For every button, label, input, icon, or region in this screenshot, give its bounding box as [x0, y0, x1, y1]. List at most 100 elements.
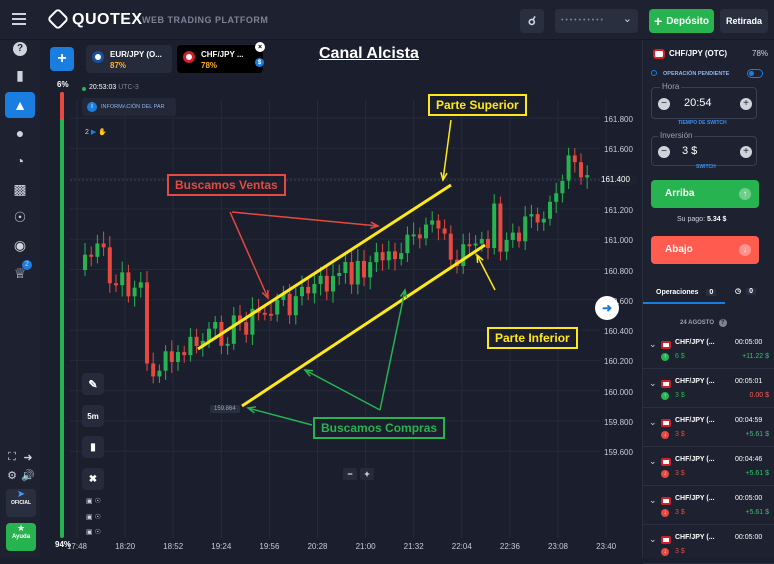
x-tick-label: 17:48: [66, 542, 88, 551]
time-input[interactable]: Hora − 20:54 +: [651, 82, 757, 119]
chevron-down-icon[interactable]: ⌄: [649, 534, 657, 544]
op-result: +5.61 $: [745, 470, 769, 477]
trophy-icon[interactable]: ♕ 2: [8, 260, 32, 284]
operation-row[interactable]: ⌄ CHF/JPY (... 00:05:00 ↑ 6 $ +11.22 $: [643, 332, 774, 369]
x-tick-label: 22:04: [451, 542, 472, 551]
logo[interactable]: QUOTEX: [72, 11, 143, 28]
layer-toggle-2[interactable]: ▣ ☉: [86, 514, 101, 521]
candlestick-chart[interactable]: [40, 40, 642, 558]
asset-tab-eurjpy[interactable]: EUR/JPY (O... 87%: [86, 45, 172, 73]
operations-count: 0: [706, 289, 717, 296]
switch-link[interactable]: SWITCH: [696, 164, 716, 170]
help-button[interactable]: ★ Ayuda: [6, 523, 36, 551]
time-minus-button[interactable]: −: [658, 98, 670, 110]
chart-area[interactable]: + EUR/JPY (O... 87% CHF/JPY ... 78% × $ …: [40, 40, 642, 558]
sound-icon[interactable]: 🔊: [21, 469, 35, 482]
scroll-right-button[interactable]: ➜: [595, 296, 619, 320]
fullscreen-icon[interactable]: ⛶: [8, 450, 16, 463]
operation-row[interactable]: ⌄ CHF/JPY (... 00:04:59 ↓ 3 $ +5.61 $: [643, 410, 774, 447]
y-tick-label: 160.200: [604, 357, 633, 367]
candle-body: [430, 220, 435, 225]
chart-type-button[interactable]: ▮: [82, 436, 104, 458]
layer-toggle-3[interactable]: ▣ ☉: [86, 529, 101, 536]
candle-body: [548, 201, 552, 219]
switch-time-link[interactable]: TIEMPO DE SWITCH: [678, 120, 727, 126]
pair-info-button[interactable]: i INFORMACIÓN DEL PAR: [82, 98, 176, 116]
candle-body: [200, 340, 205, 347]
operations-tab[interactable]: Operaciones 0: [643, 280, 725, 304]
pending-tab[interactable]: ◷ 0: [735, 287, 756, 295]
chevron-down-icon[interactable]: ⌄: [649, 417, 657, 427]
user-icon[interactable]: ●: [15, 125, 25, 141]
channel-lower-line: [241, 243, 486, 408]
leaderboard-icon[interactable]: ▩: [13, 180, 27, 197]
analytics-icon[interactable]: ▮: [16, 66, 24, 83]
coins-icon[interactable]: ◉: [13, 236, 27, 253]
operation-row[interactable]: ⌄ CHF/JPY (... 00:05:00 ↓ 3 $: [643, 527, 774, 564]
chevron-down-icon[interactable]: ⌄: [649, 456, 657, 466]
flag-icon: [183, 51, 195, 63]
x-tick-label: 21:00: [355, 542, 376, 551]
candle-body: [238, 315, 242, 323]
signal-icon[interactable]: ☉: [13, 208, 27, 225]
pair-flag-icon: [661, 380, 671, 388]
deposit-button[interactable]: + Depósito: [649, 9, 714, 33]
investment-input[interactable]: Inversión − 3 $ +: [651, 131, 757, 166]
pair-flag-icon: [661, 419, 671, 427]
investment-minus-button[interactable]: −: [658, 146, 670, 158]
sell-button[interactable]: Abajo ↓: [651, 236, 759, 264]
annotation-lower: Parte Inferior: [487, 327, 578, 349]
live-dot: [82, 87, 86, 91]
education-icon[interactable]: ▲: [5, 92, 35, 118]
tab-name: EUR/JPY (O...: [110, 50, 162, 59]
draw-tool-button[interactable]: ✎: [82, 373, 104, 395]
arrow-buy-2: [379, 289, 406, 411]
y-tick-label: 161.200: [604, 205, 633, 215]
indicators-button[interactable]: ✖: [82, 468, 104, 490]
notifications-button[interactable]: ☌: [520, 9, 544, 33]
chevron-down-icon[interactable]: ⌄: [649, 495, 657, 505]
help-icon[interactable]: ?: [8, 38, 32, 60]
candle-body: [479, 238, 484, 244]
close-icon[interactable]: ×: [255, 42, 265, 52]
settings-icon[interactable]: ⚙: [7, 469, 17, 482]
official-telegram[interactable]: ➤ OFICIAL: [6, 489, 36, 517]
account-masked: • • • • • • • • • •: [561, 17, 604, 24]
zoom-out-button[interactable]: −: [343, 468, 357, 480]
add-tab-button[interactable]: +: [50, 47, 74, 71]
chevron-down-icon[interactable]: ⌄: [649, 339, 657, 349]
time-plus-button[interactable]: +: [740, 98, 752, 110]
current-price-tag: 161.400: [601, 175, 637, 185]
x-tick-label: 18:20: [115, 542, 136, 551]
investment-plus-button[interactable]: +: [740, 146, 752, 158]
logout-icon[interactable]: ➜: [23, 451, 33, 464]
x-tick-label: 20:28: [307, 542, 328, 551]
candle-body: [176, 352, 180, 362]
account-selector[interactable]: • • • • • • • • • • ⌄: [555, 9, 638, 33]
y-tick-label: 160.600: [604, 296, 633, 306]
menu-icon[interactable]: [12, 13, 26, 25]
pending-toggle[interactable]: [747, 69, 763, 78]
chevron-down-icon[interactable]: ⌄: [649, 378, 657, 388]
pie-chart-icon[interactable]: ◔: [15, 153, 25, 169]
op-amount: 3 $: [675, 548, 685, 555]
operation-row[interactable]: ⌄ CHF/JPY (... 00:05:00 ↓ 3 $ +5.61 $: [643, 488, 774, 525]
annotation-sell: Buscamos Ventas: [167, 174, 286, 196]
candle-body: [132, 287, 137, 297]
operation-row[interactable]: ⌄ CHF/JPY (... 00:05:01 ↑ 3 $ 0.00 $: [643, 371, 774, 408]
layer-toggle-1[interactable]: ▣ ☉: [86, 498, 101, 505]
timeframe-button[interactable]: 5m: [82, 405, 104, 427]
asset-tab-chfjpy[interactable]: CHF/JPY ... 78% × $: [177, 42, 265, 73]
operation-row[interactable]: ⌄ CHF/JPY (... 00:04:46 ↓ 3 $ +5.61 $: [643, 449, 774, 486]
operations-label: Operaciones: [656, 289, 699, 296]
sell-label: Abajo: [665, 244, 693, 255]
arrow-buy-1: [304, 369, 381, 411]
y-tick-label: 160.000: [604, 387, 633, 397]
candle-body: [194, 336, 199, 347]
candle-body: [120, 272, 125, 286]
op-pair: CHF/JPY (...: [675, 495, 715, 502]
play-icon: ▶: [90, 129, 97, 136]
withdraw-button[interactable]: Retirada: [720, 9, 768, 33]
buy-button[interactable]: Arriba ↑: [651, 180, 759, 208]
zoom-in-button[interactable]: +: [360, 468, 374, 480]
